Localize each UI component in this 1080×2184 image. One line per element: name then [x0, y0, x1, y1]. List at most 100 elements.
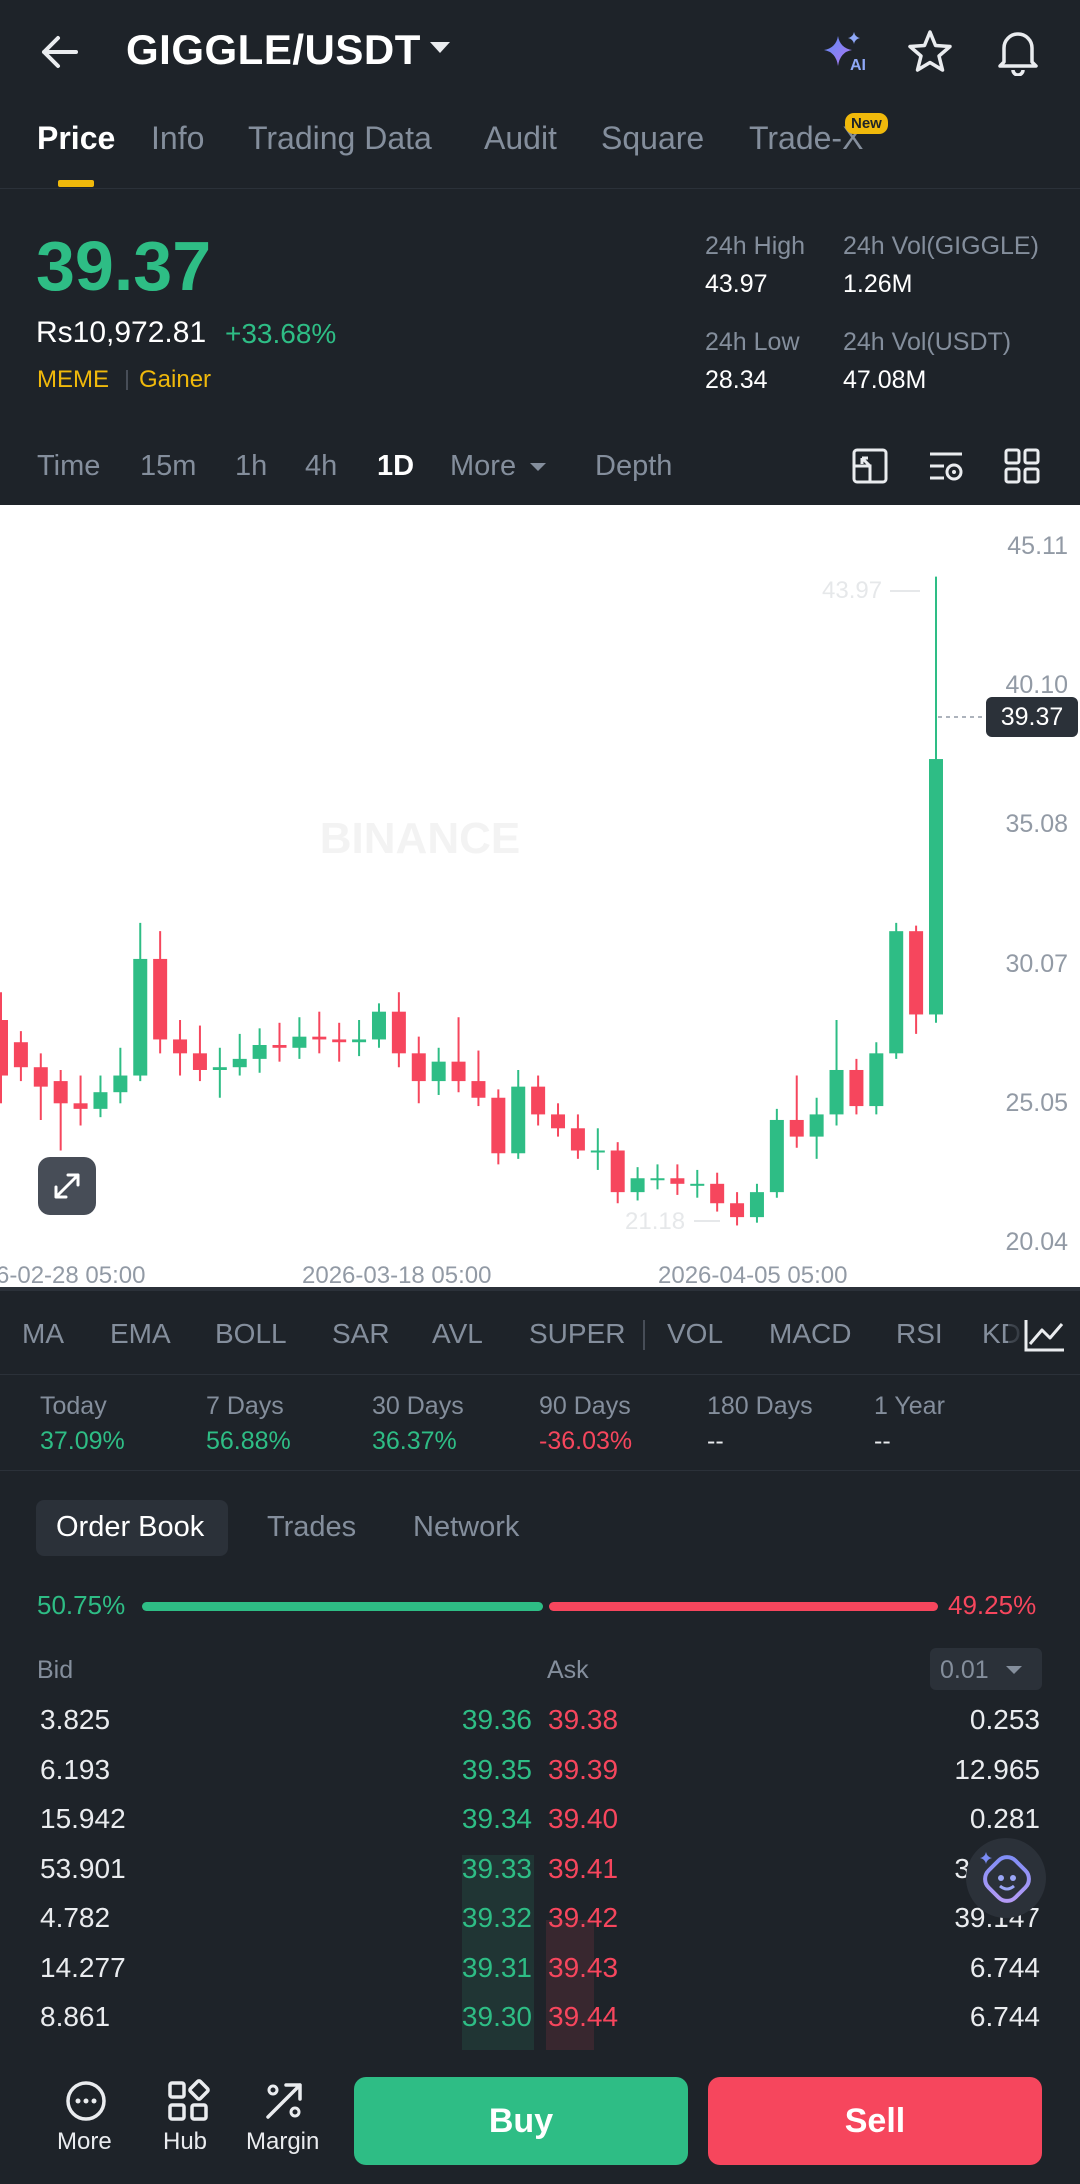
interval-more[interactable]: More: [450, 450, 517, 482]
pair-dropdown-icon[interactable]: [428, 40, 452, 61]
candle-body: [749, 1192, 764, 1218]
tab-square[interactable]: Square: [601, 120, 705, 156]
x-tick: 2026-03-18 05:00: [302, 1262, 492, 1287]
active-tab-indicator: [58, 180, 94, 187]
tab-trades[interactable]: Trades: [267, 1511, 357, 1543]
precision-value: 0.01: [940, 1656, 989, 1684]
ask-ratio: 49.25%: [948, 1590, 1037, 1620]
orderbook-row[interactable]: 3.825 39.36 39.38 0.253: [0, 1704, 1080, 1748]
x-tick: 6-02-28 05:00: [0, 1262, 145, 1287]
bid-qty: 15.942: [40, 1803, 126, 1834]
bid-qty: 3.825: [40, 1704, 111, 1735]
candle-body: [391, 1011, 406, 1054]
perf-7d-value: 56.88%: [206, 1427, 291, 1455]
orderbook-row[interactable]: 8.861 39.30 39.44 6.744: [0, 2001, 1080, 2045]
vol-base-label: 24h Vol(GIGGLE): [843, 232, 1039, 260]
pair-title[interactable]: GIGGLE/USDT: [126, 26, 421, 73]
orderbook-row[interactable]: 4.782 39.32 39.42 39.147: [0, 1902, 1080, 1946]
precision-select[interactable]: 0.01: [930, 1648, 1042, 1690]
indicator-macd[interactable]: MACD: [769, 1318, 852, 1349]
tab-audit[interactable]: Audit: [484, 120, 557, 156]
sell-button[interactable]: Sell: [708, 2077, 1042, 2165]
bid-qty: 53.901: [40, 1852, 126, 1884]
more-label: More: [57, 2128, 112, 2155]
candle-body: [451, 1061, 466, 1082]
fullscreen-expand-icon[interactable]: [38, 1157, 96, 1215]
chart-settings-icon[interactable]: [926, 446, 966, 491]
tab-network[interactable]: Network: [413, 1511, 520, 1543]
indicator-settings-icon[interactable]: [1008, 1300, 1080, 1370]
candle-body: [471, 1081, 486, 1098]
indicator-ma[interactable]: MA: [22, 1318, 64, 1349]
candle-body: [411, 1053, 426, 1082]
ask-qty: 12.965: [954, 1753, 1040, 1785]
vol-base-value: 1.26M: [843, 270, 913, 298]
interval-1h[interactable]: 1h: [235, 450, 268, 482]
svg-text:AI: AI: [850, 57, 866, 74]
indicator-vol[interactable]: VOL: [667, 1318, 724, 1349]
candle-body: [232, 1058, 247, 1068]
y-tick: 45.11: [1007, 532, 1068, 560]
candlestick-chart[interactable]: BINANCE 45.11 40.10 35.08 30.07 25.05 20…: [0, 505, 1080, 1287]
indicator-sar[interactable]: SAR: [332, 1318, 390, 1349]
indicator-bar-top-divider: [0, 1287, 1080, 1291]
assistant-bot-icon[interactable]: [966, 1838, 1046, 1918]
indicator-avl[interactable]: AVL: [432, 1318, 483, 1349]
margin-nav-item[interactable]: [244, 2077, 324, 2167]
candle-body: [113, 1075, 128, 1093]
candle-body: [789, 1119, 804, 1137]
chart-compare-icon[interactable]: [850, 446, 890, 491]
tab-trading-data[interactable]: Trading Data: [248, 120, 432, 156]
bid-header: Bid: [37, 1656, 74, 1684]
bid-ask-ratio-bar: [142, 1602, 938, 1611]
candle-body: [630, 1178, 645, 1193]
tag-gainer[interactable]: Gainer: [139, 366, 212, 393]
interval-15m[interactable]: 15m: [140, 450, 197, 482]
buy-button[interactable]: Buy: [354, 2077, 688, 2165]
orderbook-row[interactable]: 14.277 39.31 39.43 6.744: [0, 1952, 1080, 1996]
hub-nav-item[interactable]: [152, 2077, 224, 2167]
bid-price: 39.35: [461, 1753, 532, 1785]
bid-price: 39.33: [461, 1852, 532, 1884]
header-divider: [0, 188, 1080, 189]
more-nav-item[interactable]: [46, 2077, 126, 2167]
current-price-label: 39.37: [1001, 703, 1064, 731]
perf-30d-label: 30 Days: [372, 1392, 464, 1420]
interval-4h[interactable]: 4h: [305, 450, 338, 482]
tab-price[interactable]: Price: [37, 120, 116, 156]
ask-price: 39.38: [548, 1704, 619, 1735]
back-icon[interactable]: [36, 30, 86, 74]
ask-price: 39.44: [548, 2001, 619, 2032]
new-badge: New: [845, 113, 888, 134]
bid-ratio-fill: [142, 1602, 543, 1611]
interval-1d[interactable]: 1D: [377, 450, 415, 482]
y-tick: 30.07: [1005, 950, 1068, 978]
grid-layout-icon[interactable]: [1002, 446, 1042, 491]
candle-body: [13, 1042, 28, 1068]
perf-today-value: 37.09%: [40, 1427, 125, 1455]
bid-qty: 14.277: [40, 1951, 126, 1983]
tab-order-book[interactable]: Order Book: [56, 1511, 205, 1543]
chart-watermark: BINANCE: [320, 814, 520, 863]
candle-body: [531, 1086, 546, 1115]
tab-trade-x[interactable]: Trade-X: [749, 120, 864, 156]
ai-sparkle-icon[interactable]: AI: [820, 30, 872, 79]
interval-time[interactable]: Time: [37, 450, 101, 482]
high-marker: 43.97: [822, 577, 882, 604]
indicator-ema[interactable]: EMA: [110, 1318, 171, 1349]
interval-depth[interactable]: Depth: [595, 450, 673, 482]
low-label: 24h Low: [705, 328, 800, 356]
candle-body: [292, 1036, 307, 1048]
orderbook-row[interactable]: 15.942 39.34 39.40 0.281: [0, 1803, 1080, 1847]
bell-icon[interactable]: [994, 26, 1042, 81]
candle-body: [0, 1020, 8, 1076]
indicator-boll[interactable]: BOLL: [215, 1318, 287, 1349]
indicator-super[interactable]: SUPER: [529, 1318, 626, 1349]
favorite-star-icon[interactable]: [906, 28, 954, 81]
tag-meme[interactable]: MEME: [37, 366, 109, 393]
x-tick: 2026-04-05 05:00: [658, 1262, 848, 1287]
tab-info[interactable]: Info: [151, 120, 205, 156]
indicator-rsi[interactable]: RSI: [896, 1318, 943, 1349]
orderbook-row[interactable]: 6.193 39.35 39.39 12.965: [0, 1754, 1080, 1798]
